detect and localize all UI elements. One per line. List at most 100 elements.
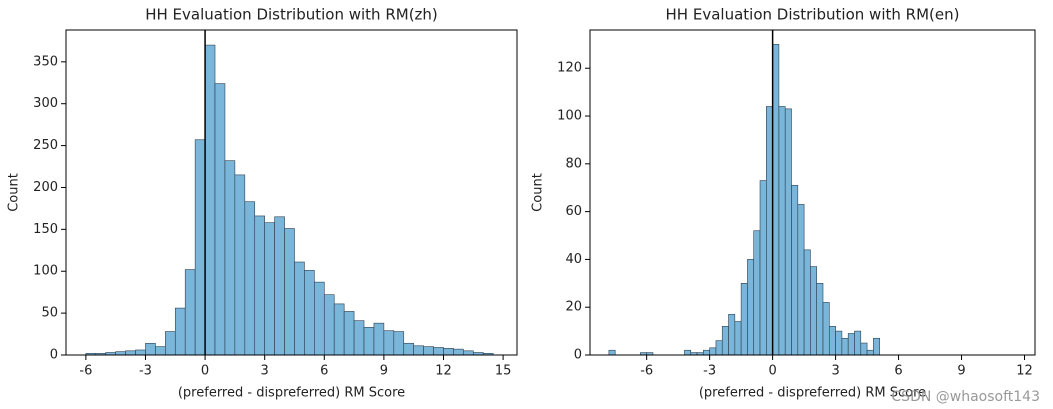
bar	[264, 222, 275, 356]
bar	[753, 230, 761, 356]
bar	[254, 215, 265, 356]
bar	[684, 349, 692, 356]
bar	[709, 347, 717, 356]
y-tick-label: 150	[33, 222, 58, 237]
y-tick-label: 50	[41, 306, 58, 321]
bar	[797, 204, 805, 356]
bar	[353, 320, 365, 356]
x-tick-label: 0	[768, 364, 776, 379]
bar	[728, 314, 736, 356]
watermark: CSDN @whaosoft143	[891, 389, 1040, 405]
bar	[294, 261, 305, 356]
y-tick-label: 200	[33, 180, 58, 195]
y-axis-label: Count	[531, 173, 546, 212]
bar	[224, 160, 236, 356]
bar	[393, 331, 405, 356]
x-tick-label: 12	[435, 364, 452, 379]
bar	[383, 330, 395, 356]
bar	[791, 185, 799, 356]
x-tick-label: -6	[640, 364, 653, 379]
bar	[244, 201, 256, 356]
y-tick-label: 40	[565, 252, 582, 267]
bar	[835, 330, 843, 356]
bar	[174, 307, 186, 356]
bar	[373, 322, 385, 356]
bar	[747, 259, 755, 356]
y-tick-label: 20	[565, 300, 582, 315]
bar	[822, 302, 830, 356]
bar	[304, 270, 315, 356]
bar	[803, 249, 811, 356]
x-tick-label: 6	[320, 364, 328, 379]
bar	[873, 337, 880, 356]
plot-frame	[589, 29, 1036, 356]
y-tick-label: 0	[574, 348, 582, 363]
bar	[828, 326, 836, 356]
bar	[443, 347, 454, 356]
bar	[403, 342, 414, 356]
bar	[433, 347, 444, 356]
chart-panel: HH Evaluation Distribution with RM(zh) (p…	[7, 6, 518, 401]
bar	[323, 294, 335, 356]
x-tick-label: -6	[79, 364, 92, 379]
bar	[759, 180, 767, 356]
bar	[810, 266, 817, 356]
y-tick-label: 100	[557, 109, 582, 124]
bar	[772, 44, 780, 356]
x-axis-label: (preferred - dispreferred) RM Score	[699, 386, 926, 401]
y-tick-label: 300	[33, 96, 58, 111]
y-tick-label: 250	[33, 138, 58, 153]
chart-title: HH Evaluation Distribution with RM(en)	[666, 6, 960, 24]
bar	[703, 349, 710, 356]
bar	[841, 337, 849, 356]
y-tick-label: 350	[33, 54, 58, 69]
bar	[854, 330, 862, 356]
x-tick-label: 3	[831, 364, 839, 379]
bar	[145, 342, 156, 356]
bar	[115, 351, 126, 356]
bar	[214, 83, 226, 356]
bar	[234, 174, 246, 356]
x-tick-label: -3	[139, 364, 152, 379]
bar	[363, 327, 375, 356]
y-tick-label: 60	[565, 204, 582, 219]
bar	[165, 331, 176, 356]
bar	[766, 106, 773, 356]
bar	[463, 350, 474, 356]
bar	[284, 228, 295, 356]
bar	[453, 348, 464, 356]
bar	[784, 108, 792, 356]
y-tick-label: 120	[557, 61, 582, 76]
bar	[740, 283, 748, 356]
y-tick-label: 80	[565, 156, 582, 171]
bar	[721, 326, 729, 356]
chart-panel: HH Evaluation Distribution with RM(en) (p…	[531, 6, 1036, 401]
x-tick-label: 12	[1016, 364, 1033, 379]
bar	[204, 44, 216, 356]
plot-frame	[65, 29, 518, 356]
y-axis-label: Count	[7, 173, 22, 212]
y-tick-label: 0	[50, 348, 58, 363]
bar	[184, 269, 196, 356]
x-tick-label: 0	[201, 364, 209, 379]
x-tick-label: 3	[261, 364, 269, 379]
bar	[734, 321, 742, 356]
bar	[847, 333, 855, 356]
x-tick-label: 6	[894, 364, 902, 379]
bar	[155, 346, 166, 356]
bar	[413, 345, 424, 356]
bar	[333, 303, 345, 356]
x-axis-label: (preferred - dispreferred) RM Score	[178, 386, 405, 401]
bar	[816, 283, 824, 356]
bar	[135, 349, 146, 356]
x-tick-label: -3	[703, 364, 716, 379]
x-tick-label: 15	[495, 364, 512, 379]
x-tick-label: 9	[957, 364, 965, 379]
bar	[194, 139, 206, 356]
bar	[866, 349, 874, 356]
bar	[860, 342, 868, 356]
bar	[314, 281, 325, 356]
bar	[343, 311, 355, 356]
bar	[125, 350, 136, 356]
